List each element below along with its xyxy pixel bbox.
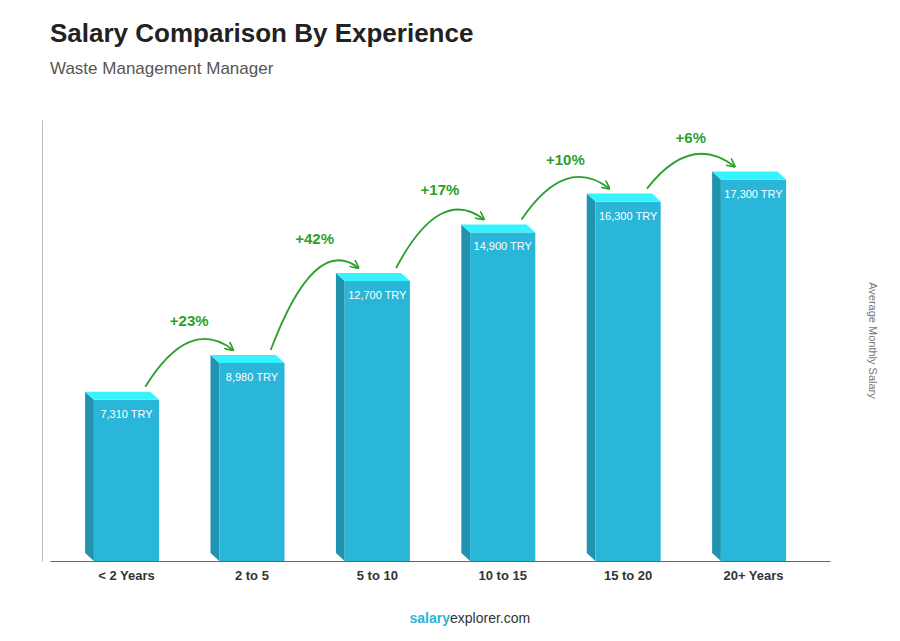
bar-top-face — [336, 273, 410, 281]
change-arrow — [522, 177, 610, 220]
y-axis-line — [42, 121, 43, 562]
x-tick-label: 20+ Years — [723, 568, 783, 583]
change-arrow — [145, 339, 233, 387]
x-tick-label: 5 to 10 — [357, 568, 398, 583]
bar-group — [85, 392, 159, 561]
change-arrow — [647, 154, 735, 189]
change-label: +10% — [546, 151, 585, 168]
change-arrow — [271, 260, 359, 350]
bar-side-face — [461, 224, 470, 561]
bar-group — [712, 172, 786, 561]
bar — [345, 281, 410, 561]
x-tick: 15 to 20 — [604, 561, 652, 583]
x-tick: 5 to 10 — [357, 561, 398, 583]
chart-svg: Salary Comparison By Experience Waste Man… — [0, 0, 900, 641]
x-tick: 2 to 5 — [235, 561, 269, 583]
bar-side-face — [85, 392, 94, 561]
plot-area — [85, 172, 786, 561]
value-label: 12,700 TRY — [348, 289, 407, 301]
bar-group — [211, 355, 285, 561]
change-label: +42% — [295, 230, 334, 247]
y-axis-label: Average Monthly Salary — [867, 282, 879, 399]
x-tick-label: 2 to 5 — [235, 568, 269, 583]
x-axis: < 2 Years 2 to 5 5 to 10 10 to 15 15 to 20 20… — [51, 561, 831, 583]
bar-top-face — [461, 224, 535, 232]
bar — [470, 232, 535, 561]
footer: salary — [410, 610, 451, 626]
bar-top-face — [85, 392, 159, 400]
value-label: 8,980 TRY — [226, 371, 279, 383]
bar-side-face — [587, 194, 596, 561]
value-label: 16,300 TRY — [599, 210, 658, 222]
x-tick-label: 10 to 15 — [478, 568, 526, 583]
change-label: +17% — [421, 181, 460, 198]
x-tick: 20+ Years — [723, 561, 783, 583]
bar — [94, 400, 159, 561]
bar — [721, 180, 786, 561]
value-label: 14,900 TRY — [474, 240, 533, 252]
x-tick: 10 to 15 — [478, 561, 526, 583]
bar-top-face — [712, 172, 786, 180]
x-tick-label: < 2 Years — [98, 568, 155, 583]
change-label: +6% — [676, 129, 706, 146]
value-label: 17,300 TRY — [724, 188, 783, 200]
bar-group — [461, 224, 535, 561]
bar-side-face — [211, 355, 220, 561]
bar-top-face — [587, 194, 661, 202]
x-tick-label: 15 to 20 — [604, 568, 652, 583]
y-axis — [42, 121, 43, 562]
bar-group — [587, 194, 661, 561]
title: Salary Comparison By Experience — [50, 18, 473, 48]
x-axis-line — [51, 561, 831, 562]
change-label: +23% — [170, 312, 209, 329]
x-tick: < 2 Years — [98, 561, 155, 583]
change-arrow — [396, 210, 484, 268]
value-label: 7,310 TRY — [100, 408, 153, 420]
bar-side-face — [712, 172, 721, 561]
bar-group — [336, 273, 410, 561]
bar-side-face — [336, 273, 345, 561]
bar-top-face — [211, 355, 285, 363]
subtitle: Waste Management Manager — [50, 59, 274, 78]
bar — [219, 363, 284, 561]
bar — [595, 202, 660, 561]
footer: explorer.com — [450, 610, 530, 626]
